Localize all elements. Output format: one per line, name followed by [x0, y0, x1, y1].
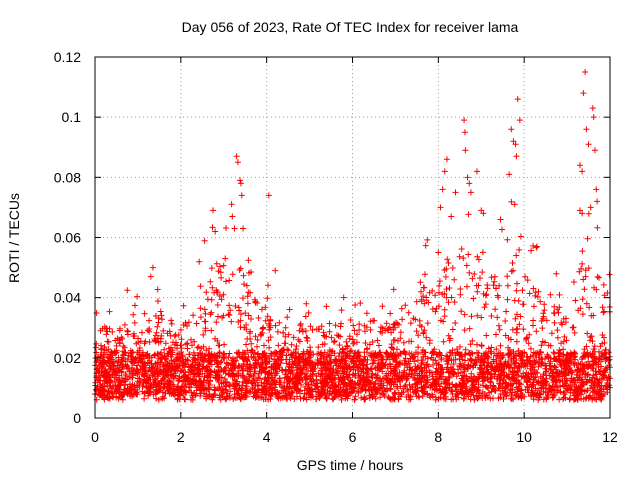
- data-point: [231, 225, 238, 232]
- data-point: [511, 201, 518, 208]
- data-point: [149, 264, 156, 271]
- data-point: [233, 153, 240, 160]
- data-point: [480, 210, 487, 217]
- y-tick-label: 0: [73, 410, 81, 426]
- data-point: [441, 168, 448, 175]
- data-point: [466, 180, 473, 187]
- data-point: [237, 180, 244, 187]
- data-point: [594, 198, 601, 205]
- scatter-cloud: [92, 198, 613, 403]
- data-point: [147, 273, 154, 280]
- data-point: [478, 207, 485, 214]
- data-point: [443, 156, 450, 163]
- data-point: [576, 207, 583, 214]
- x-tick-label: 2: [177, 429, 185, 445]
- data-point: [580, 90, 587, 97]
- data-point: [234, 159, 241, 166]
- data-point: [593, 186, 600, 193]
- data-point: [240, 225, 247, 232]
- data-point: [238, 192, 245, 199]
- axis-ticks: 0 2 4 6 8 10 12 0 0.02 0.04 0.06 0.08 0.1 0.12: [54, 49, 618, 445]
- data-point: [513, 153, 520, 160]
- chart-title: Day 056 of 2023, Rate Of TEC Index for r…: [182, 19, 519, 35]
- data-point: [576, 162, 583, 169]
- data-point: [437, 204, 444, 211]
- data-point: [229, 213, 236, 220]
- x-tick-label: 10: [516, 429, 532, 445]
- data-point: [212, 228, 219, 235]
- y-tick-label: 0.04: [54, 290, 81, 306]
- data-point: [579, 168, 586, 175]
- y-tick-label: 0.1: [62, 109, 82, 125]
- data-point: [467, 189, 474, 196]
- data-point: [452, 189, 459, 196]
- data-point: [514, 96, 521, 103]
- data-points: [92, 69, 613, 403]
- data-point: [461, 129, 468, 136]
- data-point: [237, 177, 244, 184]
- data-point: [591, 147, 598, 154]
- data-point: [508, 126, 515, 133]
- x-tick-label: 6: [349, 429, 357, 445]
- data-point: [587, 204, 594, 211]
- data-point: [512, 141, 519, 148]
- data-point: [589, 105, 596, 112]
- data-point: [579, 210, 586, 217]
- data-point: [435, 249, 442, 256]
- data-point: [506, 171, 513, 178]
- x-tick-label: 4: [263, 429, 271, 445]
- y-tick-label: 0.12: [54, 49, 81, 65]
- y-axis-label: ROTI / TECUs: [6, 193, 22, 283]
- data-point: [210, 207, 217, 214]
- data-point: [590, 114, 597, 121]
- data-point: [516, 117, 523, 124]
- data-point: [265, 192, 272, 199]
- data-point: [497, 216, 504, 223]
- data-point: [462, 147, 469, 154]
- data-point: [583, 126, 590, 133]
- data-point: [461, 117, 468, 124]
- y-tick-label: 0.02: [54, 350, 81, 366]
- data-point: [582, 69, 589, 76]
- x-tick-label: 0: [91, 429, 99, 445]
- data-point: [510, 138, 517, 145]
- data-point: [585, 141, 592, 148]
- x-tick-label: 12: [602, 429, 618, 445]
- data-point: [448, 213, 455, 220]
- data-point: [473, 168, 480, 175]
- data-point: [439, 186, 446, 193]
- y-tick-label: 0.06: [54, 230, 81, 246]
- x-tick-label: 8: [434, 429, 442, 445]
- data-point: [464, 174, 471, 181]
- data-point: [534, 243, 541, 250]
- data-point: [272, 267, 279, 274]
- x-axis-label: GPS time / hours: [297, 457, 404, 473]
- y-tick-label: 0.08: [54, 169, 81, 185]
